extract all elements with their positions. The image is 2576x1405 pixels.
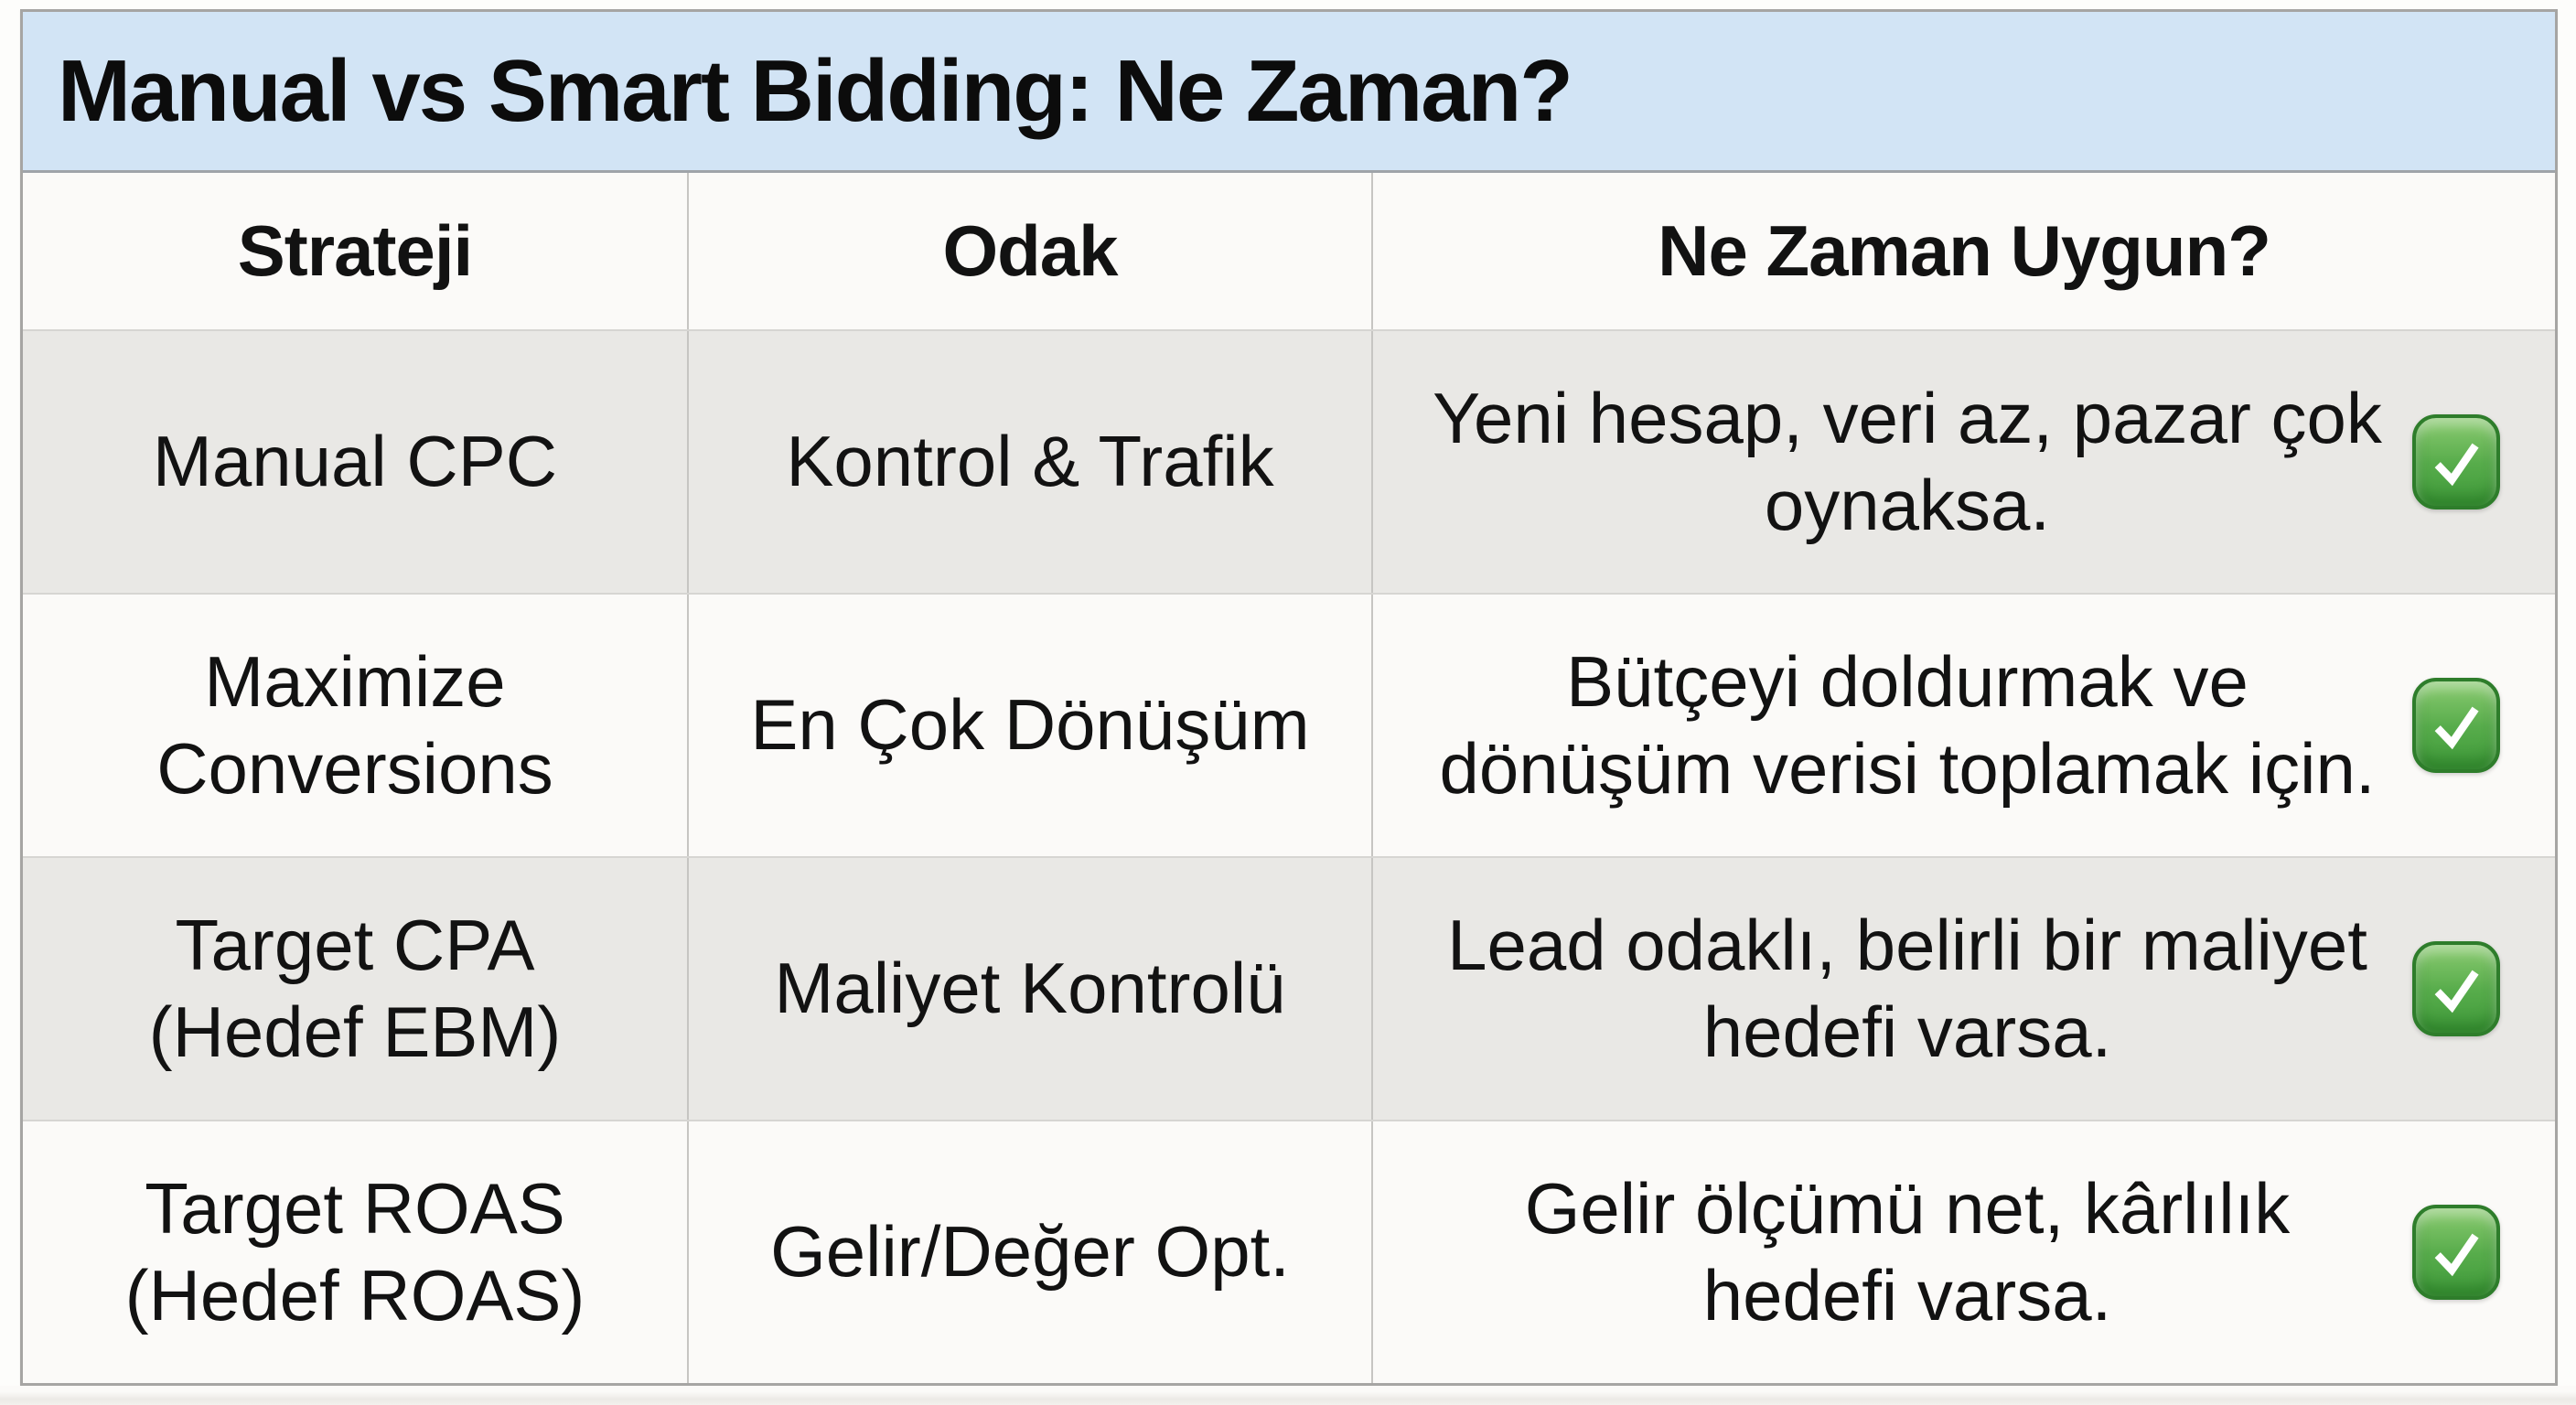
table-row-manual-cpc: Manual CPC Kontrol & Trafik Yeni hesap, …: [23, 329, 2555, 593]
when-text: Yeni hesap, veri az, pazar çok oynaksa.: [1433, 377, 2382, 545]
when-cell: Gelir ölçümü net, kârlılık hedefi varsa.: [1371, 1121, 2555, 1383]
strategy-cell: Maximize Conversions: [156, 640, 553, 809]
focus-cell: En Çok Dönüşüm: [687, 595, 1371, 856]
focus-cell: Maliyet Kontrolü: [687, 858, 1371, 1120]
table-row-target-cpa: Target CPA (Hedef EBM) Maliyet Kontrolü …: [23, 856, 2555, 1120]
column-header-strategy: Strateji: [237, 210, 473, 291]
strategy-cell: Target CPA (Hedef EBM): [148, 904, 562, 1072]
column-header-focus: Odak: [687, 173, 1371, 329]
when-text: Lead odaklı, belirli bir maliyet hedefi …: [1447, 904, 2367, 1072]
when-cell: Yeni hesap, veri az, pazar çok oynaksa.: [1371, 331, 2555, 593]
when-cell: Lead odaklı, belirli bir maliyet hedefi …: [1371, 858, 2555, 1120]
strategy-cell: Manual CPC: [152, 421, 558, 502]
check-icon: [2412, 941, 2500, 1036]
column-header-when: Ne Zaman Uygun?: [1371, 173, 2555, 329]
check-icon: [2412, 1205, 2500, 1300]
when-text: Gelir ölçümü net, kârlılık hedefi varsa.: [1524, 1167, 2291, 1335]
check-icon: [2412, 678, 2500, 773]
table-row-maximize-conversions: Maximize Conversions En Çok Dönüşüm Bütç…: [23, 593, 2555, 856]
strategy-cell: Target ROAS (Hedef ROAS): [124, 1167, 585, 1335]
focus-cell: Kontrol & Trafik: [687, 331, 1371, 593]
check-icon: [2412, 414, 2500, 509]
table-header-row: Strateji Odak Ne Zaman Uygun?: [23, 173, 2555, 329]
page-title-text: Manual vs Smart Bidding: Ne Zaman?: [58, 41, 1573, 140]
focus-cell: Gelir/Değer Opt.: [687, 1121, 1371, 1383]
bidding-comparison-table: Manual vs Smart Bidding: Ne Zaman? Strat…: [20, 9, 2558, 1386]
page-title: Manual vs Smart Bidding: Ne Zaman?: [23, 12, 2555, 173]
when-cell: Bütçeyi doldurmak ve dönüşüm verisi topl…: [1371, 595, 2555, 856]
page-bottom-strip: [0, 1386, 2576, 1405]
table-row-target-roas: Target ROAS (Hedef ROAS) Gelir/Değer Opt…: [23, 1120, 2555, 1383]
when-text: Bütçeyi doldurmak ve dönüşüm verisi topl…: [1439, 640, 2376, 809]
